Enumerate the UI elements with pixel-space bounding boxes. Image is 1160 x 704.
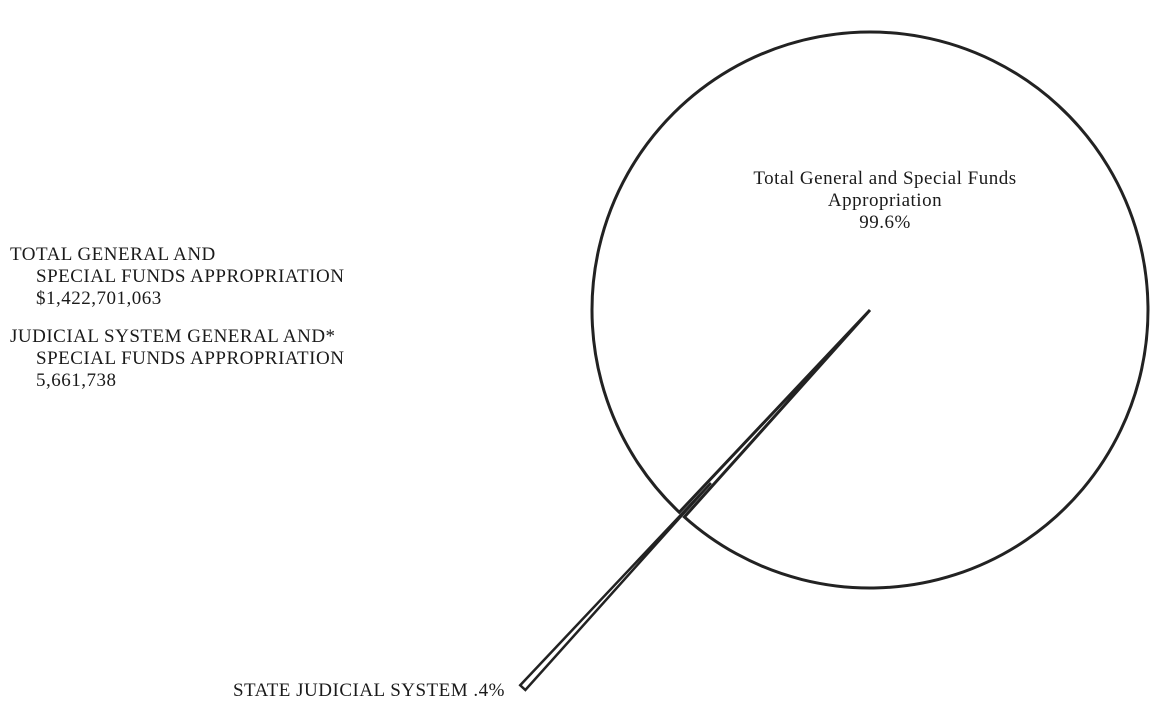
note: JUDICIAL SYSTEM GENERAL AND* SPECIAL FUND…: [10, 326, 344, 392]
slice-name: STATE JUDICIAL SYSTEM: [232, 680, 469, 701]
note-line: 5,661,738: [36, 370, 117, 391]
exploded-slice: [518, 482, 712, 692]
note: TOTAL GENERAL AND SPECIAL FUNDS APPROPRIA…: [10, 244, 344, 310]
note-line: TOTAL GENERAL AND: [10, 244, 216, 265]
slice-name: Total General and Special Funds Appropri…: [753, 168, 1017, 211]
notes: TOTAL GENERAL AND SPECIAL FUNDS APPROPRIA…: [10, 244, 344, 408]
note-line: SPECIAL FUNDS APPROPRIATION: [36, 348, 345, 369]
slice-label: STATE JUDICIAL SYSTEM .4%: [140, 680, 505, 702]
slice-value: 99.6%: [859, 212, 911, 233]
note-line: SPECIAL FUNDS APPROPRIATION: [36, 266, 345, 287]
slice-value: .4%: [473, 680, 505, 701]
note-line: $1,422,701,063: [36, 288, 162, 309]
inside-label: Total General and Special Funds Appropri…: [740, 168, 1030, 234]
pie-slice: [590, 30, 1150, 590]
note-line: JUDICIAL SYSTEM GENERAL AND*: [10, 326, 336, 347]
